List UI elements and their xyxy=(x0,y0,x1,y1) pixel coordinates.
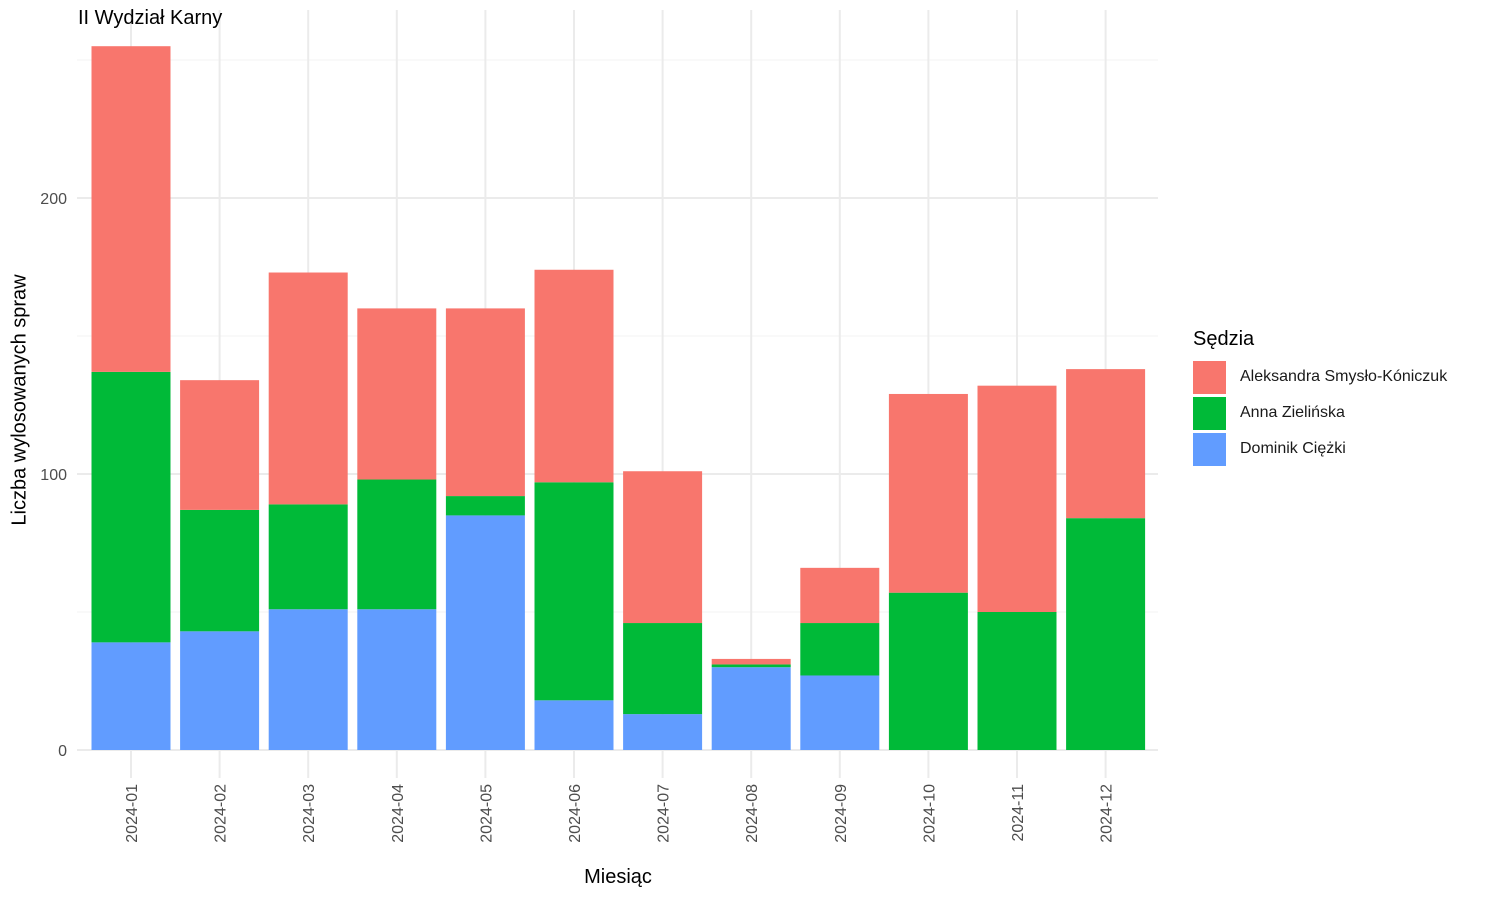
x-tick-label: 2024-08 xyxy=(744,784,761,843)
x-tick-label: 2024-12 xyxy=(1099,784,1116,843)
bar-segment xyxy=(888,393,968,593)
legend-label: Dominik Ciężki xyxy=(1240,440,1346,457)
bar-segment xyxy=(623,714,703,750)
x-tick-label: 2024-09 xyxy=(833,784,850,843)
legend-item: Anna Zielińska xyxy=(1193,395,1447,431)
x-tick-label: 2024-07 xyxy=(656,784,673,843)
chart-title: II Wydział Karny xyxy=(78,7,223,29)
bar-segment xyxy=(977,385,1057,612)
x-tick-label: 2024-02 xyxy=(213,784,230,843)
bar-segment xyxy=(800,623,880,676)
legend-label: Aleksandra Smysło-Kóniczuk xyxy=(1240,368,1448,385)
legend: Sędzia Aleksandra Smysło-Kóniczuk Anna Z… xyxy=(1193,328,1447,467)
bar-segment xyxy=(800,567,880,624)
y-tick-label: 100 xyxy=(40,467,67,484)
x-tick-label: 2024-05 xyxy=(478,784,495,843)
bars xyxy=(91,46,1146,750)
legend-item: Aleksandra Smysło-Kóniczuk xyxy=(1193,359,1447,395)
legend-title: Sędzia xyxy=(1193,328,1255,350)
legend-swatch-dominik xyxy=(1193,432,1226,466)
x-tick-label: 2024-06 xyxy=(567,784,584,843)
bar-segment xyxy=(268,609,348,750)
bar-segment xyxy=(888,592,968,750)
bar-segment xyxy=(180,380,260,510)
y-tick-label: 200 xyxy=(40,191,67,208)
x-tick-label: 2024-03 xyxy=(301,784,318,843)
x-tick-label: 2024-04 xyxy=(390,784,407,843)
bar-segment xyxy=(623,623,703,715)
bar-segment xyxy=(1066,518,1146,750)
x-axis-ticks: 2024-01 2024-02 2024-03 2024-04 2024-05 2024-… xyxy=(124,784,1116,843)
legend-label: Anna Zielińska xyxy=(1240,404,1345,421)
bar-segment xyxy=(357,479,437,610)
bar-segment xyxy=(357,308,437,480)
legend-item: Dominik Ciężki xyxy=(1193,431,1447,467)
bar-segment xyxy=(1066,369,1146,519)
bar-segment xyxy=(711,664,791,668)
bar-segment xyxy=(445,496,525,516)
bar-segment xyxy=(180,509,260,632)
x-tick-label: 2024-01 xyxy=(124,784,141,843)
bar-segment xyxy=(357,609,437,750)
bar-segment xyxy=(800,675,880,750)
y-axis-label: Liczba wylosowanych spraw xyxy=(8,274,31,526)
bar-segment xyxy=(268,272,348,505)
bar-segment xyxy=(534,482,614,701)
bar-segment xyxy=(711,667,791,750)
x-tick-label: 2024-11 xyxy=(1010,784,1027,842)
bar-segment xyxy=(91,642,171,750)
bar-segment xyxy=(91,46,171,372)
bar-segment xyxy=(91,371,171,643)
bar-segment xyxy=(268,504,348,610)
legend-swatch-anna xyxy=(1193,396,1226,430)
bar-segment xyxy=(445,308,525,497)
bar-segment xyxy=(534,700,614,750)
legend-swatch-aleksandra xyxy=(1193,360,1226,394)
y-tick-label: 0 xyxy=(58,743,67,760)
bar-segment xyxy=(445,515,525,750)
bar-segment xyxy=(534,269,614,483)
y-axis-ticks: 0 100 200 xyxy=(40,191,67,760)
bar-segment xyxy=(711,658,791,665)
bar-segment xyxy=(180,631,260,750)
x-axis-label: Miesiąc xyxy=(584,866,652,888)
bar-segment xyxy=(977,612,1057,750)
bar-segment xyxy=(623,471,703,624)
x-tick-label: 2024-10 xyxy=(921,784,938,843)
